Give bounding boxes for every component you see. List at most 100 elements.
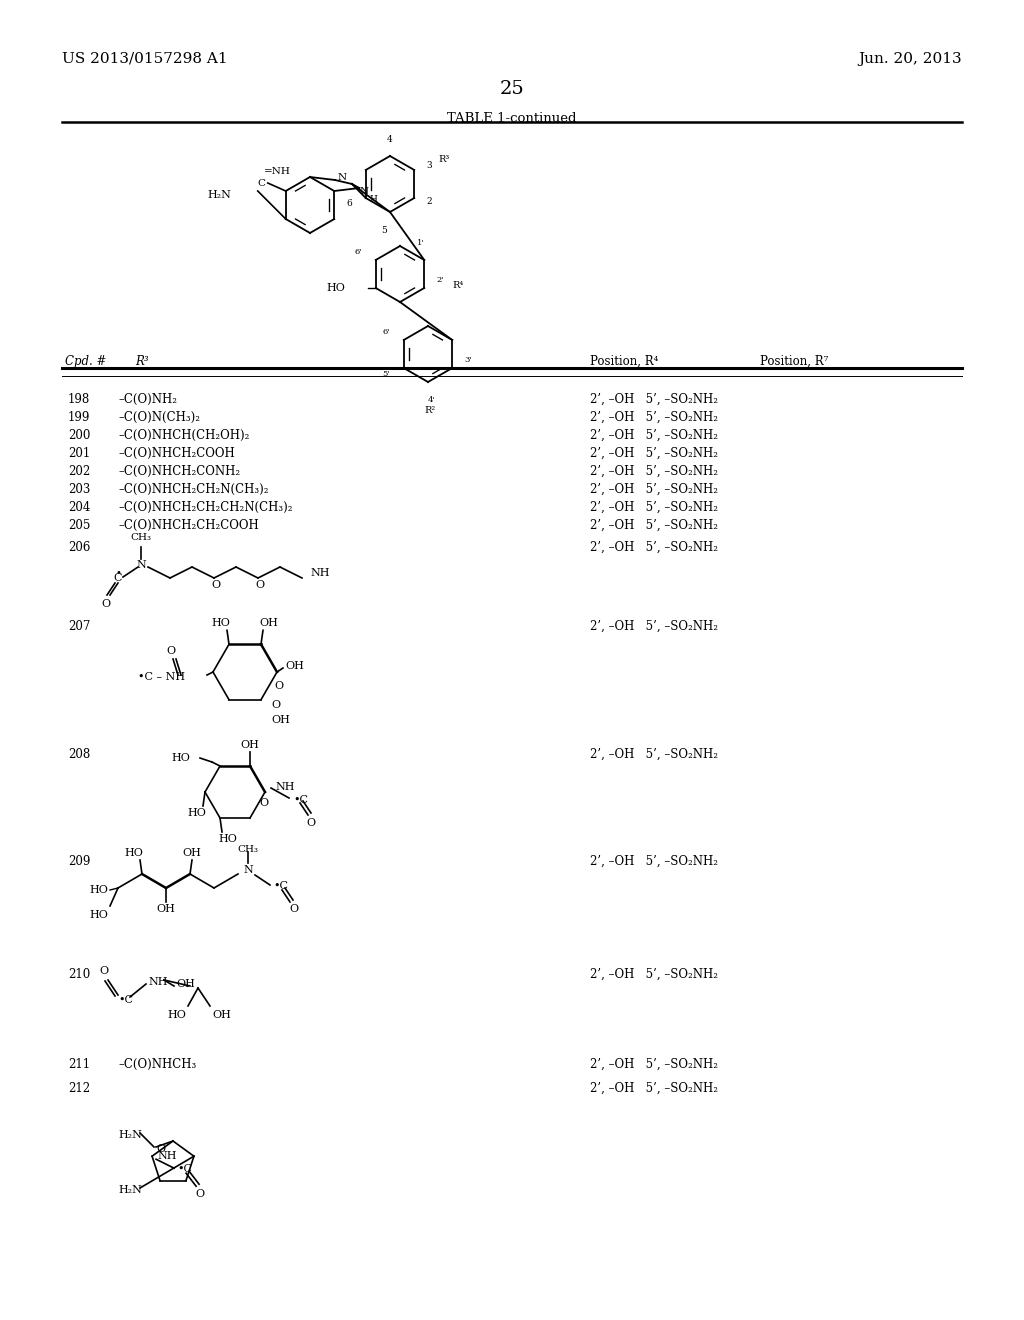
Text: 6': 6' [354,248,361,256]
Text: –C(O)NHCH₂CH₂N(CH₃)₂: –C(O)NHCH₂CH₂N(CH₃)₂ [118,483,268,496]
Text: 202: 202 [68,465,90,478]
Text: 208: 208 [68,748,90,762]
Text: 6: 6 [346,198,352,207]
Text: 5': 5' [382,370,390,378]
Text: OH: OH [157,904,175,913]
Text: OH: OH [212,1010,230,1020]
Text: 2’, –OH   5’, –SO₂NH₂: 2’, –OH 5’, –SO₂NH₂ [590,541,718,554]
Text: •C – NH: •C – NH [138,672,185,682]
Text: –C(O)NH₂: –C(O)NH₂ [118,393,177,407]
Text: CH₃: CH₃ [238,845,258,854]
Text: OH: OH [182,847,202,858]
Text: 206: 206 [68,541,90,554]
Text: O: O [274,681,283,690]
Text: OH: OH [176,979,195,989]
Text: HO: HO [125,847,143,858]
Text: 5: 5 [381,226,387,235]
Text: =NH: =NH [264,166,291,176]
Text: –C(O)NHCH₂CH₂CH₂N(CH₃)₂: –C(O)NHCH₂CH₂CH₂N(CH₃)₂ [118,502,293,513]
Text: 1': 1' [418,239,425,247]
Text: HO: HO [327,282,346,293]
Text: OH: OH [285,661,304,671]
Text: OH: OH [259,618,279,628]
Text: HO: HO [89,884,108,895]
Text: HO: HO [187,808,207,818]
Text: HO: HO [167,1010,186,1020]
Text: NH: NH [310,568,330,578]
Text: H₂N: H₂N [118,1185,142,1195]
Text: HO: HO [218,834,238,843]
Text: 2’, –OH   5’, –SO₂NH₂: 2’, –OH 5’, –SO₂NH₂ [590,519,718,532]
Text: 198: 198 [68,393,90,407]
Text: •C: •C [118,995,133,1005]
Text: N: N [359,186,369,195]
Text: O: O [271,700,281,710]
Text: NH: NH [148,977,168,987]
Text: 2’, –OH   5’, –SO₂NH₂: 2’, –OH 5’, –SO₂NH₂ [590,748,718,762]
Text: 2’, –OH   5’, –SO₂NH₂: 2’, –OH 5’, –SO₂NH₂ [590,393,718,407]
Text: N: N [136,560,145,570]
Text: 2’, –OH   5’, –SO₂NH₂: 2’, –OH 5’, –SO₂NH₂ [590,1082,718,1096]
Text: O: O [306,818,315,828]
Text: H₂N: H₂N [208,190,231,201]
Text: HO: HO [212,618,230,628]
Text: 25: 25 [500,81,524,98]
Text: 2’, –OH   5’, –SO₂NH₂: 2’, –OH 5’, –SO₂NH₂ [590,429,718,442]
Text: O: O [101,599,111,609]
Text: 205: 205 [68,519,90,532]
Text: 2’, –OH   5’, –SO₂NH₂: 2’, –OH 5’, –SO₂NH₂ [590,483,718,496]
Text: 2’, –OH   5’, –SO₂NH₂: 2’, –OH 5’, –SO₂NH₂ [590,447,718,459]
Text: HO: HO [171,752,190,763]
Text: 200: 200 [68,429,90,442]
Text: H₂N: H₂N [118,1130,142,1140]
Text: 2: 2 [426,197,432,206]
Text: 212: 212 [68,1082,90,1096]
Text: •C: •C [293,795,308,805]
Text: 2’, –OH   5’, –SO₂NH₂: 2’, –OH 5’, –SO₂NH₂ [590,411,718,424]
Text: –C(O)NHCH₂CH₂COOH: –C(O)NHCH₂CH₂COOH [118,519,259,532]
Text: 3': 3' [464,356,472,364]
Text: N: N [338,173,346,182]
Text: 210: 210 [68,968,90,981]
Text: O: O [259,799,268,808]
Text: –C(O)NHCH₃: –C(O)NHCH₃ [118,1059,197,1071]
Text: Position, R⁴: Position, R⁴ [590,355,658,368]
Text: O: O [99,966,109,975]
Text: OH: OH [241,741,259,750]
Text: O: O [255,579,264,590]
Text: 2’, –OH   5’, –SO₂NH₂: 2’, –OH 5’, –SO₂NH₂ [590,1059,718,1071]
Text: Jun. 20, 2013: Jun. 20, 2013 [858,51,962,66]
Text: CH₃: CH₃ [130,533,152,543]
Text: 2’, –OH   5’, –SO₂NH₂: 2’, –OH 5’, –SO₂NH₂ [590,968,718,981]
Text: 2’, –OH   5’, –SO₂NH₂: 2’, –OH 5’, –SO₂NH₂ [590,855,718,869]
Text: 6': 6' [382,327,390,337]
Text: Position, R⁷: Position, R⁷ [760,355,828,368]
Text: TABLE 1-continued: TABLE 1-continued [447,112,577,125]
Text: O: O [167,645,175,656]
Text: 2': 2' [436,276,443,284]
Text: –C(O)NHCH(CH₂OH)₂: –C(O)NHCH(CH₂OH)₂ [118,429,250,442]
Text: –C(O)NHCH₂CONH₂: –C(O)NHCH₂CONH₂ [118,465,240,478]
Text: NH: NH [275,781,295,792]
Text: R³: R³ [438,156,450,165]
Text: 2’, –OH   5’, –SO₂NH₂: 2’, –OH 5’, –SO₂NH₂ [590,620,718,634]
Text: 2’, –OH   5’, –SO₂NH₂: 2’, –OH 5’, –SO₂NH₂ [590,502,718,513]
Text: –C(O)N(CH₃)₂: –C(O)N(CH₃)₂ [118,411,200,424]
Text: 201: 201 [68,447,90,459]
Text: HO: HO [89,909,108,920]
Text: 4': 4' [428,396,436,404]
Text: 203: 203 [68,483,90,496]
Text: 199: 199 [68,411,90,424]
Text: NH: NH [157,1151,176,1162]
Text: –C(O)NHCH₂COOH: –C(O)NHCH₂COOH [118,447,234,459]
Text: 204: 204 [68,502,90,513]
Text: C: C [258,178,266,187]
Text: 4: 4 [387,135,393,144]
Text: R³: R³ [135,355,148,368]
Text: N: N [243,865,253,875]
Text: H: H [370,194,377,203]
Text: O: O [290,904,299,913]
Text: 3: 3 [426,161,432,169]
Text: •C: •C [177,1164,193,1175]
Text: OH: OH [271,714,290,725]
